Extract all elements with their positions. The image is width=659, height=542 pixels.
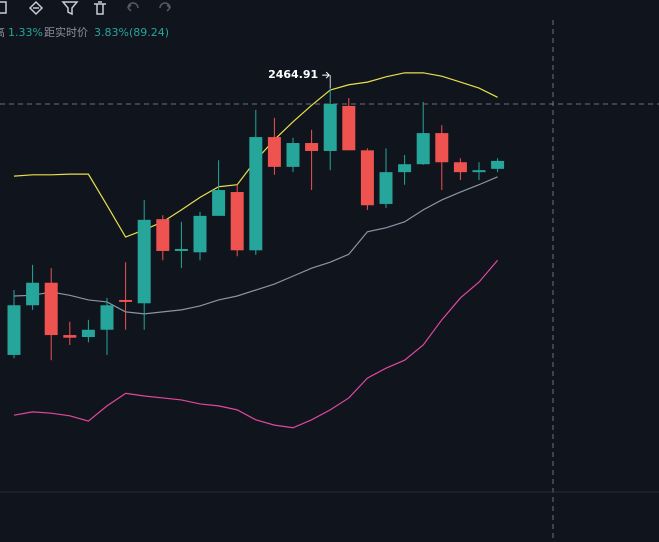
tool-icon[interactable] <box>159 2 171 12</box>
candle-body <box>398 164 412 173</box>
header-label: 高 <box>0 25 5 39</box>
candle-body <box>119 299 133 302</box>
candle-body <box>249 137 263 251</box>
candle-body <box>81 329 95 338</box>
candle-body <box>491 160 505 169</box>
candle-body <box>472 170 486 173</box>
band-line <box>13 176 498 315</box>
band-line <box>13 259 499 429</box>
high-annotation: 2464.91 <box>268 68 318 81</box>
candle-body <box>137 219 151 304</box>
candle-body <box>174 248 188 251</box>
candle-body <box>156 219 170 251</box>
toolbar <box>0 0 171 16</box>
candle-body <box>286 143 300 167</box>
tool-icon[interactable] <box>0 1 7 14</box>
candle-body <box>323 103 337 151</box>
candle-body <box>453 162 467 173</box>
header-change: 1.33% <box>8 26 43 39</box>
candle-body <box>305 143 319 151</box>
candle-body <box>26 282 40 306</box>
tool-icon[interactable] <box>127 2 139 12</box>
candle-body <box>63 335 77 338</box>
candle-body <box>230 192 244 251</box>
candle-body <box>212 190 226 216</box>
candle-body <box>100 305 114 330</box>
candle-body <box>44 282 58 336</box>
candle-body <box>416 133 430 165</box>
header-distance-label: 距实时价 <box>44 25 88 39</box>
candle-body <box>360 150 374 206</box>
high-arrow <box>322 71 330 79</box>
candle-body <box>435 133 449 163</box>
candle-body <box>342 105 356 151</box>
candle-body <box>7 305 21 355</box>
tool-icon[interactable] <box>28 0 44 16</box>
header-distance-value: 3.83%(89.24) <box>94 26 169 39</box>
tool-icon[interactable] <box>94 1 106 15</box>
candle-body <box>193 215 207 253</box>
plot: 2464.91 <box>7 68 505 429</box>
candle-body <box>379 172 393 204</box>
tool-icon[interactable] <box>61 1 79 16</box>
candle-body <box>267 137 281 167</box>
